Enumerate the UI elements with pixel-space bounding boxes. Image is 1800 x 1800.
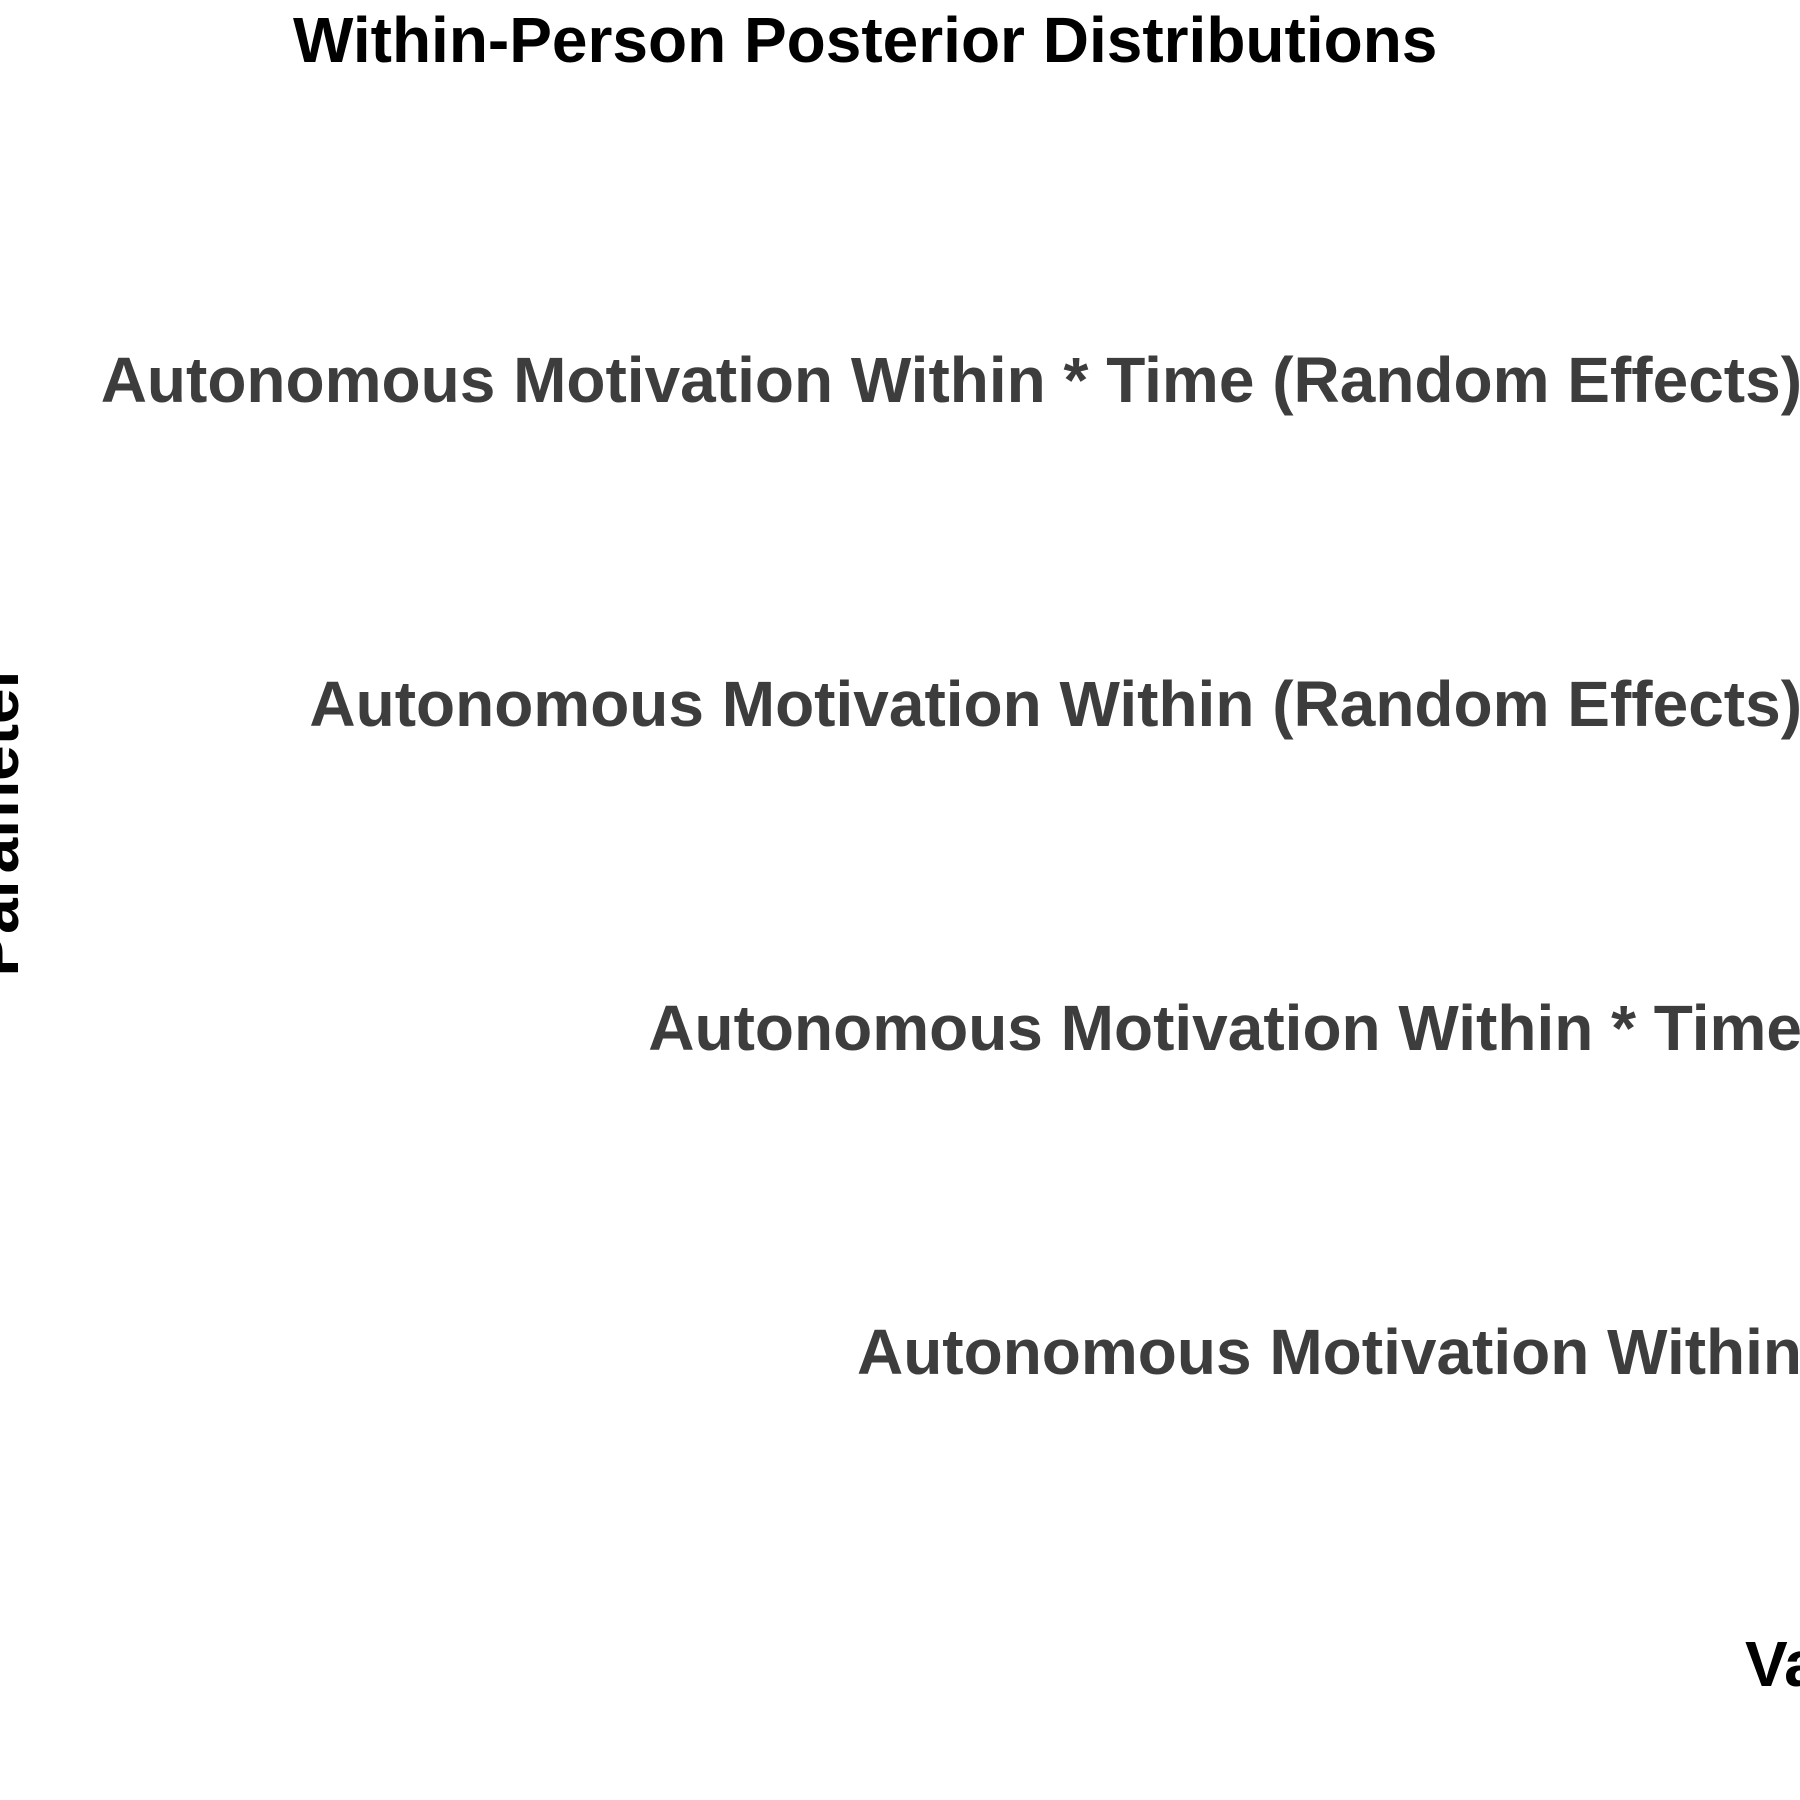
chart-title: Within-Person Posterior Distributions [293,4,1437,76]
y-tick-labels: Autonomous Motivation Within * Time (Ran… [101,344,1800,1388]
y-tick-label: Autonomous Motivation Within [857,1316,1800,1388]
y-tick-label: Autonomous Motivation Within * Time [648,992,1800,1064]
x-axis-title: Value [1745,1628,1800,1700]
y-axis-title: Parameter [0,663,32,976]
y-tick-label: Autonomous Motivation Within (Random Eff… [309,668,1800,740]
y-tick-label: Autonomous Motivation Within * Time (Ran… [101,344,1800,416]
